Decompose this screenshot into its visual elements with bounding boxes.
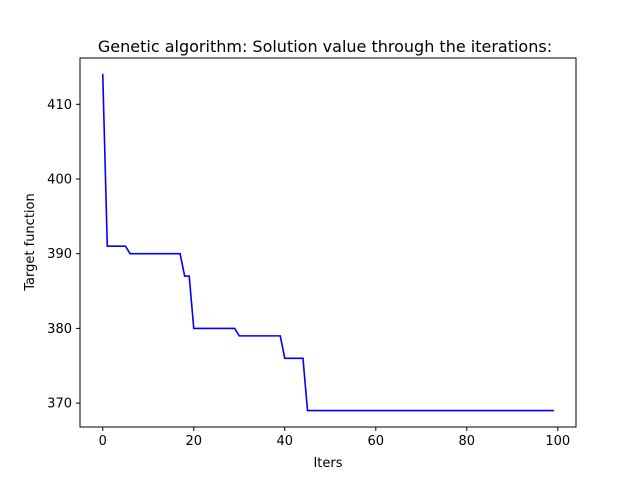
data-point: [552, 409, 555, 412]
x-tick-label: 40: [276, 434, 293, 449]
data-point: [124, 245, 127, 248]
plot-area: 0 20 40 60 80 100 370 380 390 400 410: [47, 57, 577, 449]
x-axis-label: Iters: [313, 456, 342, 471]
y-tick-label: 410: [47, 98, 72, 113]
data-point: [233, 327, 236, 330]
x-tick-label: 60: [368, 434, 385, 449]
axes-frame: [79, 57, 577, 428]
data-point: [129, 252, 131, 255]
x-axis-ticks: 0 20 40 60 80 100: [99, 427, 570, 449]
x-tick-label: 100: [545, 434, 570, 449]
y-tick-label: 380: [47, 322, 72, 337]
y-tick-label: 390: [47, 247, 72, 262]
data-point: [306, 409, 309, 412]
data-point: [106, 245, 109, 248]
y-tick-label: 400: [47, 173, 72, 188]
y-tick-label: 370: [47, 397, 72, 412]
data-point: [101, 73, 104, 76]
series-layer: [101, 73, 555, 412]
data-point: [279, 335, 282, 337]
x-tick-label: 20: [185, 434, 202, 449]
y-axis-ticks: 370 380 390 400 410: [47, 98, 80, 412]
chart-title: Genetic algorithm: Solution value throug…: [98, 37, 552, 56]
data-point: [192, 327, 195, 330]
x-tick-label: 80: [459, 434, 476, 449]
y-axis-label: Target function: [23, 193, 38, 291]
data-point: [302, 357, 304, 360]
data-point: [188, 275, 191, 277]
data-point: [238, 335, 241, 337]
data-point: [283, 357, 286, 360]
x-tick-label: 0: [99, 434, 107, 449]
data-point: [183, 275, 186, 277]
data-point: [179, 252, 181, 255]
